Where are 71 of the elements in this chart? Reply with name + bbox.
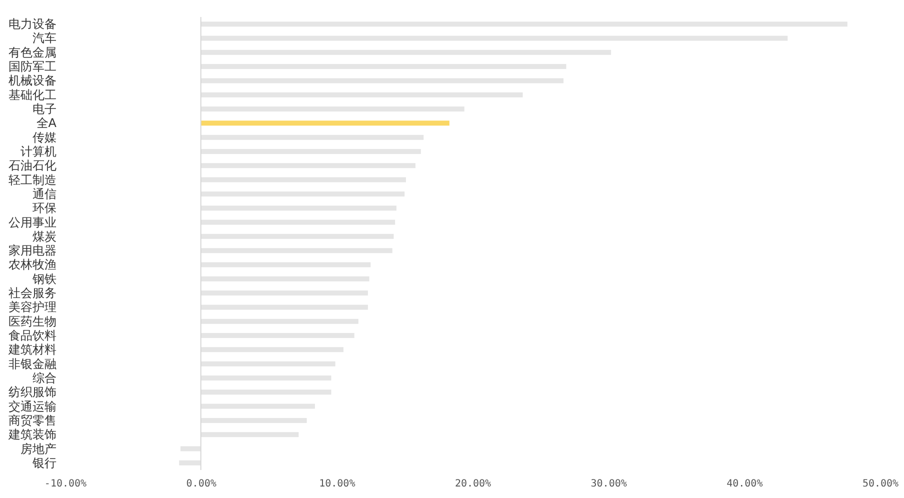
y-tick-label: 农林牧渔	[8, 258, 56, 272]
y-tick-label: 机械设备	[8, 74, 56, 88]
y-tick-label: 环保	[32, 201, 56, 216]
bar	[200, 220, 396, 225]
y-tick-label: 国防军工	[8, 60, 56, 74]
y-tick-label: 银行	[32, 456, 56, 470]
bar	[200, 120, 450, 126]
bar	[200, 163, 416, 168]
bar	[200, 361, 336, 366]
bar	[200, 234, 394, 239]
bar	[200, 191, 405, 196]
y-tick-label: 全A	[36, 116, 58, 130]
bar	[200, 64, 566, 70]
bar	[200, 36, 788, 41]
bar	[200, 418, 307, 423]
bar	[200, 92, 523, 98]
y-tick-label: 公用事业	[8, 215, 56, 230]
x-tick-label: 30.00%	[590, 478, 627, 490]
bar	[200, 404, 315, 409]
y-tick-label: 建筑装饰	[8, 428, 56, 442]
y-tick-label: 煤炭	[32, 229, 56, 244]
x-tick-label: 50.00%	[862, 478, 899, 490]
bar	[179, 460, 201, 466]
bar	[200, 290, 368, 296]
y-tick-label: 计算机	[20, 144, 56, 158]
y-tick-label: 家用电器	[8, 244, 56, 258]
y-tick-label: 电子	[32, 102, 56, 116]
y-tick-label: 基础化工	[8, 88, 56, 102]
bar	[200, 390, 332, 395]
bar	[200, 50, 612, 55]
y-tick-label: 汽车	[32, 31, 56, 46]
y-tick-label: 综合	[32, 370, 56, 385]
x-tick-label: 40.00%	[726, 478, 763, 490]
bar	[200, 333, 354, 338]
y-tick-label: 美容护理	[8, 300, 56, 314]
y-tick-label: 传媒	[32, 130, 56, 144]
y-tick-label: 建筑材料	[8, 342, 56, 357]
bar	[200, 78, 564, 84]
x-tick-label: 10.00%	[319, 478, 356, 490]
bar	[200, 347, 344, 352]
bar	[200, 177, 406, 182]
bar	[200, 206, 396, 211]
bar	[180, 446, 201, 452]
y-tick-label: 房地产	[20, 442, 56, 456]
bar	[200, 22, 848, 27]
bar	[200, 148, 421, 154]
y-tick-label: 商贸零售	[8, 413, 56, 428]
bar	[200, 318, 358, 324]
y-tick-label: 医药生物	[8, 314, 56, 328]
bar	[200, 248, 392, 254]
y-tick-label: 通信	[32, 186, 56, 201]
bar	[200, 262, 371, 268]
y-tick-label: 轻工制造	[8, 172, 56, 187]
y-tick-label: 电力设备	[8, 17, 56, 32]
bar	[200, 304, 368, 310]
y-tick-label: 石油石化	[8, 158, 56, 173]
bar	[200, 134, 424, 140]
y-tick-label: 社会服务	[8, 286, 56, 300]
bar	[200, 276, 370, 282]
bar	[200, 375, 332, 380]
y-tick-label: 钢铁	[32, 272, 56, 286]
x-tick-label: 20.00%	[454, 478, 492, 490]
bar	[200, 432, 299, 438]
y-tick-label: 食品饮料	[8, 328, 56, 343]
y-tick-label: 纺织服饰	[8, 385, 56, 400]
y-tick-label: 有色金属	[8, 45, 56, 60]
y-tick-label: 交通运输	[8, 399, 56, 414]
x-tick-label: -10.00%	[44, 478, 87, 490]
x-tick-label: 0.00%	[186, 478, 216, 490]
bar	[200, 106, 464, 112]
y-tick-label: 非银金融	[8, 356, 56, 371]
